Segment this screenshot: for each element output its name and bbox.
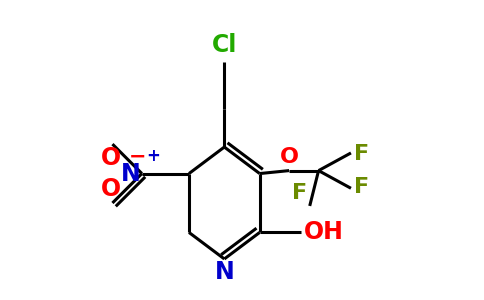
Text: −: − <box>129 146 146 167</box>
Text: O: O <box>101 146 121 170</box>
Text: O: O <box>280 147 299 167</box>
Text: OH: OH <box>304 220 344 244</box>
Text: +: + <box>146 147 160 165</box>
Text: F: F <box>292 183 307 203</box>
Text: Cl: Cl <box>212 33 237 57</box>
Text: O: O <box>101 177 121 201</box>
Text: N: N <box>121 162 140 186</box>
Text: N: N <box>214 260 234 284</box>
Text: F: F <box>354 144 369 164</box>
Text: F: F <box>354 177 369 197</box>
